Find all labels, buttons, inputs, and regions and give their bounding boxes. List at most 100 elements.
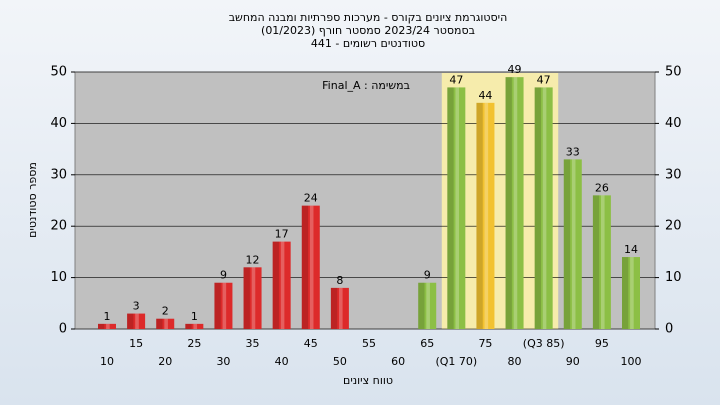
bar bbox=[330, 287, 349, 329]
bar-highlight bbox=[106, 323, 110, 329]
bar-highlight bbox=[426, 282, 430, 329]
bar-highlight bbox=[309, 205, 314, 329]
chart-subtitle: בסמסטר 2023/24 סמסטר חורף (01/2023) bbox=[261, 24, 475, 37]
x-tick-label: 15 bbox=[129, 337, 143, 350]
bar-highlight bbox=[251, 267, 256, 329]
value-label: 2 bbox=[162, 305, 169, 318]
bar-shade bbox=[214, 282, 221, 329]
annotation: במשימה : Final_A bbox=[322, 79, 410, 92]
bar-shade bbox=[505, 77, 512, 329]
bar-shade bbox=[156, 318, 163, 329]
chart-title: היסטוגרמת ציונים בקורס - מערכות ספרתיות … bbox=[229, 11, 508, 24]
bar bbox=[98, 323, 116, 329]
value-label: 44 bbox=[478, 89, 492, 102]
value-label: 1 bbox=[191, 310, 198, 323]
x-tick-label: 90 bbox=[566, 355, 580, 368]
bar bbox=[185, 323, 204, 329]
bar-shade bbox=[243, 267, 250, 329]
y-tick-label: 50 bbox=[50, 65, 67, 80]
y2-tick-label: 40 bbox=[665, 116, 682, 131]
value-label: 24 bbox=[304, 192, 318, 205]
y-tick-label: 0 bbox=[59, 322, 67, 337]
bar-highlight bbox=[193, 323, 198, 329]
bar-shade bbox=[447, 87, 454, 329]
y2-tick-label: 10 bbox=[665, 270, 682, 285]
x-tick-label: 40 bbox=[275, 355, 289, 368]
bar-highlight bbox=[135, 313, 139, 329]
bar bbox=[505, 77, 524, 329]
bar-highlight bbox=[455, 87, 460, 329]
x-tick-label: 60 bbox=[391, 355, 405, 368]
value-label: 26 bbox=[595, 181, 609, 194]
bar-highlight bbox=[164, 318, 168, 329]
bar bbox=[563, 159, 582, 329]
x-tick-label: 35 bbox=[246, 337, 260, 350]
x-tick-label: 55 bbox=[362, 337, 376, 350]
value-label: 14 bbox=[624, 243, 638, 256]
bar-shade bbox=[563, 159, 571, 329]
x-tick-label: 95 bbox=[595, 337, 609, 350]
bar-shade bbox=[301, 205, 309, 329]
y-tick-label: 20 bbox=[50, 219, 67, 234]
value-label: 8 bbox=[336, 274, 343, 287]
bar-highlight bbox=[542, 87, 547, 329]
bar bbox=[534, 87, 553, 329]
y2-tick-label: 30 bbox=[665, 167, 682, 182]
bar bbox=[243, 267, 262, 329]
x-tick-label: 50 bbox=[333, 355, 347, 368]
x-tick-label: 10 bbox=[100, 355, 114, 368]
value-label: 1 bbox=[104, 310, 111, 323]
value-label: 17 bbox=[275, 228, 289, 241]
y-tick-label: 10 bbox=[50, 270, 67, 285]
bar bbox=[127, 313, 146, 329]
bar bbox=[301, 205, 320, 329]
bar bbox=[214, 282, 233, 329]
x-tick-label: 30 bbox=[216, 355, 230, 368]
bar-shade bbox=[622, 257, 629, 329]
bar-shade bbox=[127, 313, 134, 329]
x-tick-label: 25 bbox=[187, 337, 201, 350]
x-axis-label: טווח ציונים bbox=[343, 374, 393, 387]
bar-highlight bbox=[513, 77, 518, 329]
bar bbox=[272, 241, 291, 329]
value-label: 9 bbox=[424, 269, 431, 282]
bar-shade bbox=[592, 195, 600, 329]
x-tick-label: 80 bbox=[508, 355, 522, 368]
bar-highlight bbox=[484, 102, 489, 329]
y2-tick-label: 50 bbox=[665, 65, 682, 80]
value-label: 3 bbox=[133, 300, 140, 313]
bar-highlight bbox=[222, 282, 227, 329]
bar bbox=[447, 87, 466, 329]
bar-highlight bbox=[280, 241, 285, 329]
bar bbox=[622, 257, 640, 329]
value-label: 12 bbox=[246, 253, 260, 266]
y-axis-label: מספר סטודנטים bbox=[26, 162, 39, 238]
x-tick-label: 100 bbox=[621, 355, 642, 368]
x-tick-label: 65 bbox=[420, 337, 434, 350]
y2-tick-label: 0 bbox=[665, 322, 673, 337]
value-label: 33 bbox=[566, 145, 580, 158]
x-tick-label: 75 bbox=[478, 337, 492, 350]
bar-shade bbox=[476, 102, 483, 329]
bar-shade bbox=[272, 241, 279, 329]
x-tick-label: 45 bbox=[304, 337, 318, 350]
y2-tick-label: 20 bbox=[665, 219, 682, 234]
value-label: 47 bbox=[449, 73, 463, 86]
x-tick-label: 20 bbox=[158, 355, 172, 368]
bar-shade bbox=[185, 323, 192, 329]
value-label: 47 bbox=[537, 73, 551, 86]
bar-shade bbox=[418, 282, 425, 329]
bar-highlight bbox=[630, 257, 634, 329]
bar-shade bbox=[98, 323, 105, 329]
bar-highlight bbox=[571, 159, 576, 329]
value-label: 9 bbox=[220, 269, 227, 282]
bar-shade bbox=[330, 287, 338, 329]
chart-subtitle: סטודנטים רשומים - 441 bbox=[311, 37, 425, 50]
bar bbox=[418, 282, 437, 329]
bar bbox=[156, 318, 175, 329]
value-label: 49 bbox=[508, 63, 522, 76]
y-tick-label: 40 bbox=[50, 116, 67, 131]
bar-highlight bbox=[600, 195, 605, 329]
bar-shade bbox=[534, 87, 541, 329]
